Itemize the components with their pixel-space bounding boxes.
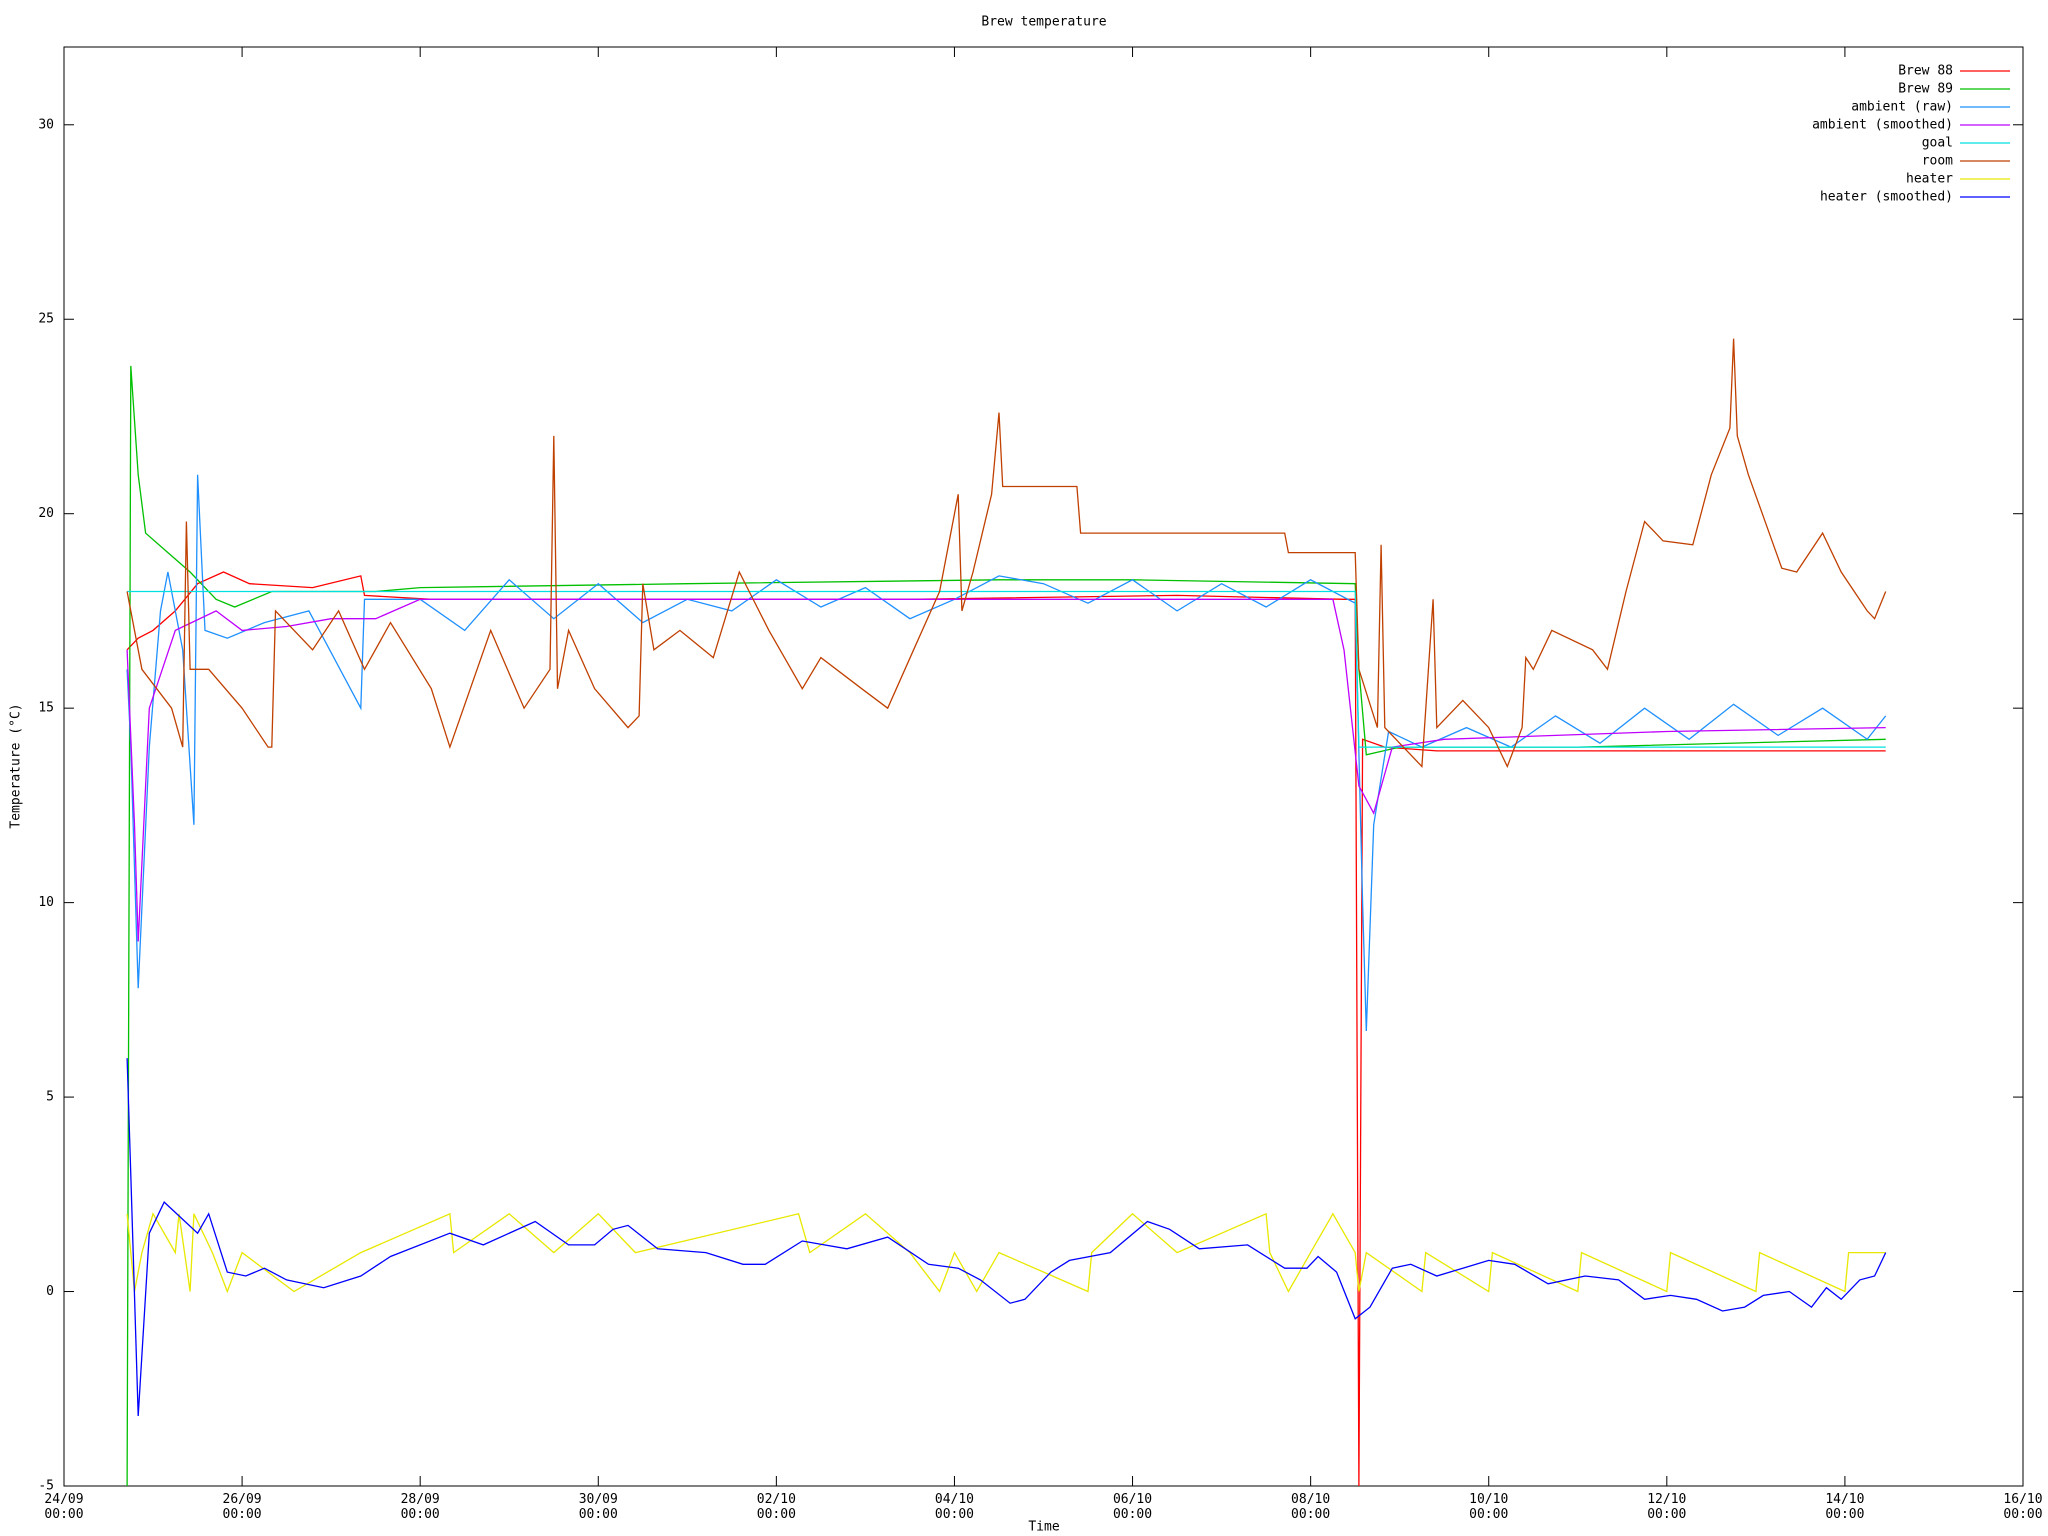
legend-label: ambient (smoothed)	[1812, 118, 1953, 133]
x-tick-label: 28/09 00:00	[400, 1492, 440, 1522]
series-line	[126, 365, 1886, 1487]
y-tick-label: 5	[46, 1090, 54, 1105]
x-tick-label: 26/09 00:00	[222, 1492, 262, 1522]
plot-frame	[63, 46, 2024, 1487]
x-tick-label: 24/09 00:00	[44, 1492, 84, 1522]
series-line	[126, 1058, 1887, 1417]
y-tick-label: 20	[38, 506, 54, 521]
x-tick-label: 12/10 00:00	[1647, 1492, 1687, 1522]
x-tick-label: 08/10 00:00	[1291, 1492, 1331, 1522]
x-tick-label: 02/10 00:00	[756, 1492, 796, 1522]
y-tick-label: 0	[46, 1284, 54, 1299]
series-line	[127, 590, 1886, 748]
y-axis-label: Temperature (°C)	[9, 703, 24, 828]
x-tick-label: 10/10 00:00	[1469, 1492, 1509, 1522]
x-tick-label: 04/10 00:00	[934, 1492, 975, 1522]
y-tick-label: -5	[38, 1479, 54, 1494]
y-tick-label: 30	[38, 117, 54, 132]
series-line	[126, 571, 1886, 1487]
series-line	[126, 338, 1887, 769]
x-tick-label: 06/10 00:00	[1112, 1492, 1153, 1522]
legend-label: Brew 88	[1898, 64, 1953, 79]
series-line	[126, 598, 1886, 942]
x-axis-label: Time	[1028, 1520, 1059, 1535]
series-line	[126, 1212, 1886, 1294]
legend-label: ambient (raw)	[1851, 100, 1953, 115]
y-tick-label: 25	[38, 312, 54, 327]
legend-label: heater (smoothed)	[1820, 190, 1953, 205]
x-tick-label: 14/10 00:00	[1825, 1492, 1865, 1522]
legend-label: Brew 89	[1898, 82, 1953, 97]
legend-label: goal	[1922, 136, 1953, 151]
legend-label: heater	[1906, 172, 1953, 187]
x-tick-label: 16/10 00:00	[2003, 1492, 2043, 1522]
chart-title: Brew temperature	[981, 15, 1106, 30]
y-tick-label: 15	[38, 701, 54, 716]
y-tick-label: 10	[38, 895, 54, 910]
legend-label: room	[1922, 154, 1953, 169]
x-tick-label: 30/09 00:00	[578, 1492, 618, 1522]
series-line	[126, 474, 1887, 1032]
